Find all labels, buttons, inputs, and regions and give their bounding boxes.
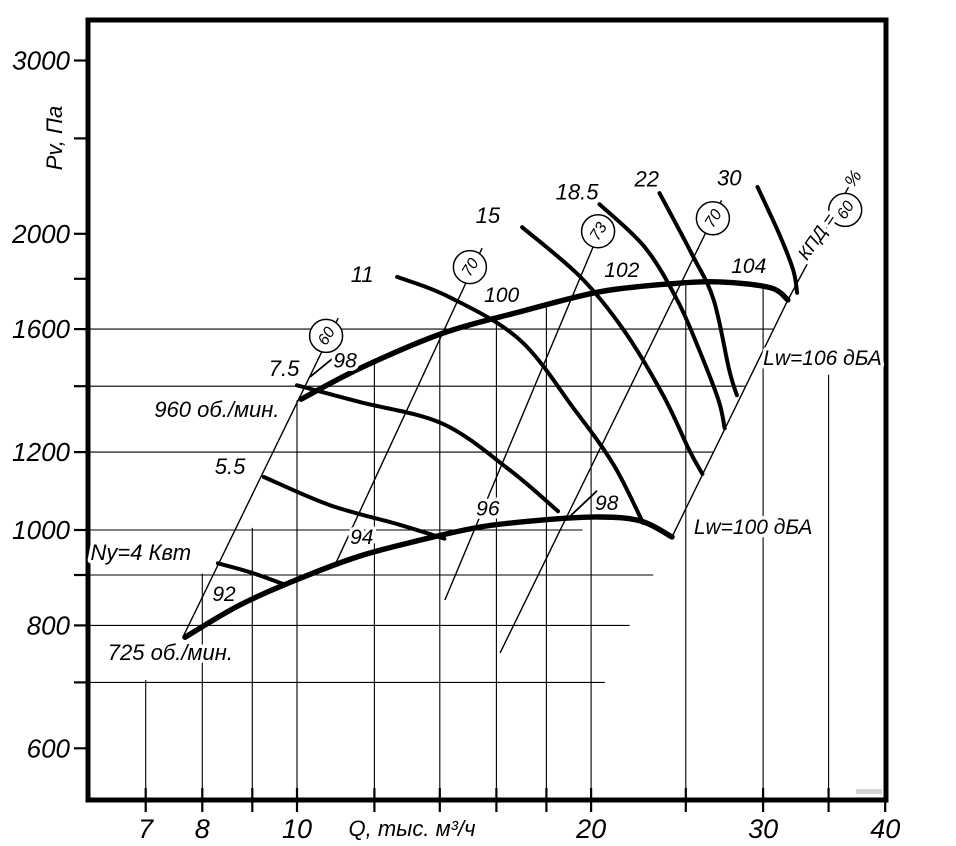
speed-curve-725: [182, 514, 675, 640]
x-tick-label-20: 20: [575, 814, 606, 844]
y-tick-label-1600: 1600: [12, 314, 70, 344]
efficiency-circle-73-2: [580, 213, 616, 249]
power-curve-7.5: [295, 383, 560, 514]
power-label-11: 11: [351, 262, 374, 287]
power-label-7.5: 7.5: [269, 356, 300, 381]
speed-label-960: 960 об./мин.: [154, 397, 279, 422]
speed-curve-960: [298, 279, 791, 402]
noise-level-label-1: Lw=100 дБА: [694, 516, 813, 539]
efficiency-circle-70-3: [695, 201, 731, 236]
efficiency-circle-60-4: [827, 192, 863, 228]
y-tick-label-1200: 1200: [12, 437, 70, 467]
power-curve-18.5: [597, 202, 727, 431]
power-curve-22: [657, 191, 739, 398]
power-curve-15: [520, 225, 705, 476]
noise-branch-tick-0: [309, 350, 343, 378]
noise-mark-960-100: 100: [484, 284, 519, 307]
y-tick-label-1000: 1000: [12, 515, 70, 545]
watermark-artifact: [856, 789, 882, 794]
y-tick-label-2000: 2000: [11, 219, 70, 249]
noise-level-label-0: Lw=106 дБА: [763, 347, 882, 370]
power-label-22: 22: [633, 166, 658, 191]
efficiency-line-70-1: [334, 247, 483, 565]
noise-mark-725-96: 96: [476, 497, 500, 520]
noise-mark-960-102: 102: [604, 259, 639, 282]
noise-mark-725-92: 92: [212, 583, 236, 606]
noise-mark-960-104: 104: [731, 255, 766, 278]
x-tick-label-30: 30: [748, 814, 778, 844]
efficiency-circle-value-0: 60: [315, 324, 339, 348]
efficiency-axis-text-0: КПД =: [794, 210, 840, 264]
power-label-4: Ny=4 Квт: [90, 540, 191, 565]
power-curve-4: [215, 561, 287, 587]
x-tick-label-10: 10: [282, 814, 312, 844]
x-tick-label-7: 7: [138, 814, 154, 844]
efficiency-circle-value-1: 70: [459, 255, 483, 279]
power-label-18.5: 18.5: [556, 179, 600, 204]
y-axis-title: Pv, Па: [42, 106, 67, 170]
noise-mark-725-94: 94: [350, 526, 373, 549]
x-tick-label-40: 40: [870, 814, 900, 844]
power-label-5.5: 5.5: [215, 454, 246, 479]
power-curve-11: [395, 274, 645, 525]
y-tick-label-800: 800: [27, 610, 71, 640]
efficiency-circle-value-2: 73: [587, 220, 611, 244]
efficiency-circle-70-1: [452, 249, 488, 285]
x-tick-label-8: 8: [195, 814, 210, 844]
efficiency-line-70-3: [499, 199, 723, 654]
power-label-30: 30: [717, 165, 742, 190]
y-tick-label-600: 600: [27, 733, 71, 763]
noise-branch-tick-1: [568, 490, 598, 518]
y-tick-label-3000: 3000: [12, 46, 70, 76]
efficiency-circle-value-3: 70: [702, 207, 726, 231]
power-label-15: 15: [476, 203, 501, 228]
x-axis-title: Q, тыс. м³/ч: [349, 816, 476, 841]
efficiency-axis-text-1: %: [840, 166, 866, 191]
efficiency-line-73-2: [444, 218, 606, 601]
efficiency-circle-value-4: 60: [834, 198, 858, 222]
noise-mark-725-98: 98: [595, 492, 619, 515]
power-curve-30: [755, 184, 800, 295]
plot-border: [85, 17, 889, 803]
noise-mark-960-98: 98: [333, 350, 357, 373]
efficiency-line-60-0: [182, 317, 339, 638]
power-curve-5.5: [261, 475, 447, 541]
efficiency-circle-60-0: [308, 318, 344, 354]
speed-label-725: 725 об./мин.: [108, 640, 233, 665]
